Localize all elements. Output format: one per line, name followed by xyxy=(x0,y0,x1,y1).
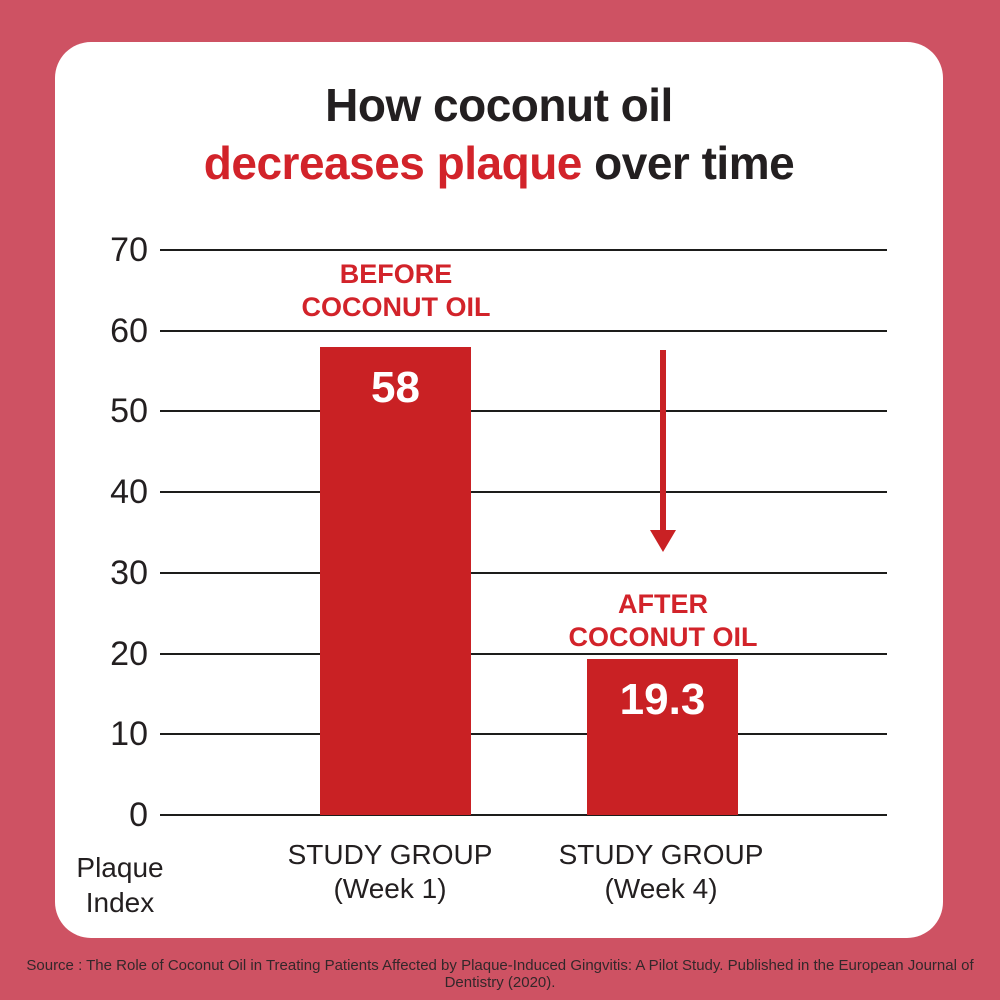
y-tick-label-30: 30 xyxy=(110,553,148,592)
bar-week4-value: 19.3 xyxy=(619,675,706,725)
gridline-60 xyxy=(160,329,887,332)
chart-title-line-1: How coconut oil xyxy=(55,76,943,134)
before-label-line-1: BEFORE xyxy=(339,259,453,289)
before-label-line-2: COCONUT OIL xyxy=(301,292,491,322)
gridline-30 xyxy=(160,571,887,574)
gridline-50 xyxy=(160,410,887,413)
gridline-40 xyxy=(160,491,887,494)
title-text-black-1: How coconut oil xyxy=(325,79,673,131)
y-tick-label-0: 0 xyxy=(129,796,148,834)
title-text-red: decreases plaque xyxy=(203,137,583,189)
gridline-20 xyxy=(160,652,887,655)
bar-week1: 58 xyxy=(320,346,471,815)
after-label-line-2: COCONUT OIL xyxy=(568,622,758,652)
source-citation: Source : The Role of Coconut Oil in Trea… xyxy=(26,957,974,991)
gridline-70 xyxy=(160,249,887,251)
bar-week4: 19.3 xyxy=(587,659,738,815)
y-axis-title-line-2: Index xyxy=(85,887,155,918)
x-axis-label-week1: STUDY GROUP (Week 1) xyxy=(220,838,560,906)
chart-title: How coconut oil decreases plaque over ti… xyxy=(55,76,943,192)
x-label-week1-line-1: STUDY GROUP xyxy=(287,839,493,870)
down-arrow-icon xyxy=(650,350,676,552)
y-axis-title: Plaque Index xyxy=(45,850,195,920)
before-coconut-oil-label: BEFORE COCONUT OIL xyxy=(236,258,556,324)
x-label-week1-line-2: (Week 1) xyxy=(333,873,447,904)
y-tick-label-40: 40 xyxy=(110,473,148,512)
x-axis-label-week4: STUDY GROUP (Week 4) xyxy=(491,838,831,906)
down-arrow-head xyxy=(650,530,676,552)
x-label-week4-line-2: (Week 4) xyxy=(604,873,718,904)
y-tick-label-50: 50 xyxy=(110,392,148,431)
gridline-10 xyxy=(160,733,887,736)
x-label-week4-line-1: STUDY GROUP xyxy=(558,839,764,870)
y-tick-label-10: 10 xyxy=(110,715,148,754)
bar-week1-value: 58 xyxy=(371,362,420,412)
y-axis-tick-labels: 0 10 20 30 40 50 60 70 xyxy=(58,232,148,833)
after-label-line-1: AFTER xyxy=(618,589,708,619)
y-tick-label-20: 20 xyxy=(110,634,148,673)
y-tick-label-70: 70 xyxy=(110,231,148,269)
chart-title-line-2: decreases plaque over time xyxy=(55,134,943,192)
after-coconut-oil-label: AFTER COCONUT OIL xyxy=(503,588,823,654)
y-tick-label-60: 60 xyxy=(110,311,148,350)
down-arrow-shaft xyxy=(660,350,666,532)
chart-card xyxy=(55,42,943,938)
plot-area: BEFORE COCONUT OIL AFTER COCONUT OIL 58 … xyxy=(160,249,887,816)
gridline-0 xyxy=(160,814,887,816)
y-axis-title-line-1: Plaque xyxy=(76,852,164,883)
title-text-black-2: over time xyxy=(581,137,795,189)
